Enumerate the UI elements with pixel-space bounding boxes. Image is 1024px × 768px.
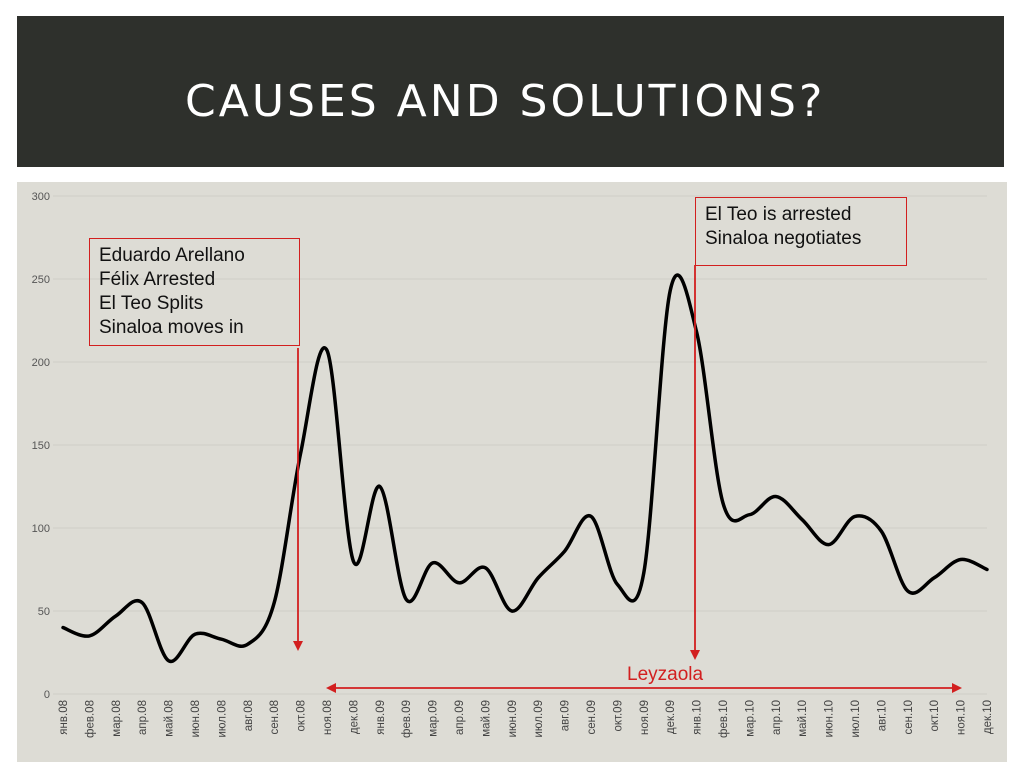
annotation-line: Sinaloa negotiates: [705, 228, 862, 249]
annotation-line: El Teo is arrested: [705, 204, 852, 225]
y-tick-label: 200: [32, 357, 50, 369]
title-bar: [17, 16, 1004, 167]
x-tick-label: июн.10: [824, 700, 836, 737]
x-tick-label: ноя.10: [956, 700, 968, 735]
x-tick-label: фев.08: [84, 700, 96, 738]
chart-grid: [53, 195, 987, 695]
x-tick-label: дек.09: [665, 700, 677, 734]
y-tick-label: 300: [32, 191, 50, 203]
x-tick-label: янв.08: [58, 700, 70, 735]
series-line: [61, 273, 989, 664]
x-tick-label: окт.10: [929, 700, 941, 732]
slide-title: CAUSES AND SOLUTIONS?: [185, 76, 826, 127]
x-tick-label: мар.09: [428, 700, 440, 737]
x-tick-label: сен.08: [269, 700, 281, 734]
y-tick-label: 150: [32, 440, 50, 452]
x-tick-label: мар.08: [111, 700, 123, 737]
x-tick-label: апр.09: [454, 700, 466, 735]
x-tick-label: дек.08: [348, 700, 360, 734]
x-tick-label: окт.09: [612, 700, 624, 732]
x-tick-label: апр.10: [771, 700, 783, 735]
y-tick-label: 0: [44, 689, 50, 701]
x-tick-label: июл.10: [850, 700, 862, 738]
x-tick-label: май.10: [797, 700, 809, 737]
x-tick-label: май.09: [480, 700, 492, 737]
leyzaola-label: Leyzaola: [627, 664, 704, 685]
x-tick-label: июн.08: [190, 700, 202, 737]
x-tick-label: авг.08: [243, 700, 255, 731]
annotation-line: El Teo Splits: [99, 293, 204, 314]
y-tick-label: 50: [38, 606, 50, 618]
x-tick-label: янв.10: [692, 700, 704, 735]
annotation-box-el-teo: El Teo is arrested Sinaloa negotiates: [695, 197, 907, 266]
x-tick-label: июл.09: [533, 700, 545, 738]
annotation-line: Félix Arrested: [99, 269, 216, 290]
x-tick-label: апр.08: [137, 700, 149, 735]
x-tick-label: окт.08: [296, 700, 308, 732]
x-tick-label: сен.09: [586, 700, 598, 734]
x-tick-label: авг.10: [876, 700, 888, 731]
annotation-box-arellano: Eduardo Arellano Félix Arrested El Teo S…: [89, 238, 300, 346]
x-tick-label: май.08: [164, 700, 176, 737]
x-tick-label: дек.10: [982, 700, 994, 734]
x-tick-label: сен.10: [903, 700, 915, 734]
x-tick-label: фев.10: [718, 700, 730, 738]
y-tick-label: 250: [32, 274, 50, 286]
x-tick-label: мар.10: [744, 700, 756, 737]
x-tick-label: авг.09: [560, 700, 572, 731]
x-tick-label: янв.09: [375, 700, 387, 735]
y-tick-label: 100: [32, 523, 50, 535]
x-tick-label: ноя.09: [639, 700, 651, 735]
x-tick-label: фев.09: [401, 700, 413, 738]
x-axis-ticks: янв.08 фев.08 мар.08 апр.08 май.08 июн.08 июл.…: [58, 700, 994, 738]
y-axis-ticks: 0 50 100 150 200 250 300: [32, 191, 50, 701]
x-tick-label: ноя.08: [322, 700, 334, 735]
x-tick-label: июл.08: [216, 700, 228, 738]
x-tick-label: июн.09: [507, 700, 519, 737]
annotation-line: Sinaloa moves in: [99, 317, 244, 338]
annotation-line: Eduardo Arellano: [99, 245, 245, 266]
